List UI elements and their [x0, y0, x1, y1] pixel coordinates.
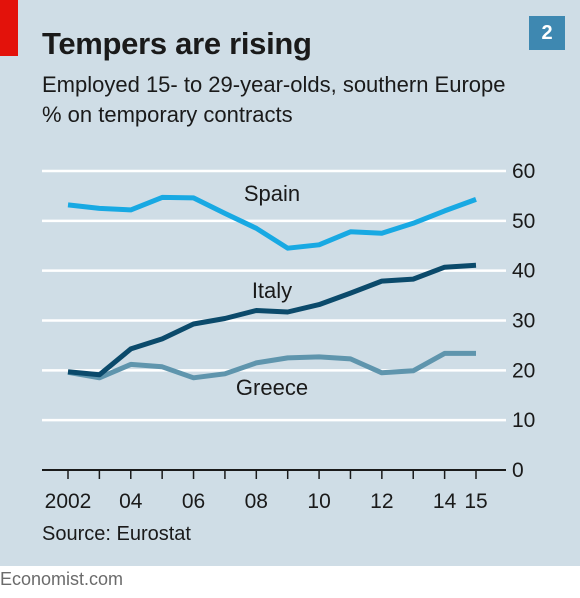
x-tick-label-08: 08	[245, 490, 268, 513]
x-tick-label-06: 06	[182, 490, 205, 513]
x-tick-label-04: 04	[119, 490, 143, 513]
y-tick-label-60: 60	[512, 160, 535, 183]
chart-panel	[0, 0, 580, 566]
series-label-spain: Spain	[244, 181, 300, 206]
series-line-greece	[67, 350, 476, 381]
series-label-italy: Italy	[252, 278, 292, 303]
subtitle-line-2: % on temporary contracts	[42, 102, 293, 127]
y-tick-label-10: 10	[512, 409, 535, 432]
series-line-spain	[67, 194, 477, 251]
chart-number-badge: 2	[529, 16, 565, 50]
y-tick-label-30: 30	[512, 310, 535, 333]
brand-red-tag	[0, 0, 18, 56]
x-tick-label-10: 10	[307, 490, 330, 513]
publisher-credit: Economist.com	[0, 569, 124, 589]
x-tick-labels: 2002 04 06 08 10 12 14 15	[45, 490, 488, 513]
x-tick-label-12: 12	[370, 490, 393, 513]
x-tick-label-14: 14	[433, 490, 457, 513]
source-note: Source: Eurostat	[42, 523, 191, 545]
series-label-greece: Greece	[236, 375, 308, 400]
y-tick-label-0: 0	[512, 459, 524, 482]
subtitle-line-1: Employed 15- to 29-year-olds, southern E…	[42, 72, 506, 97]
chart-title: Tempers are rising	[42, 26, 312, 61]
y-tick-label-40: 40	[512, 260, 535, 283]
line-chart: 0 10 20 30 40 50 60 2002 04 06 08 10 12 14 15 Spain It…	[42, 160, 535, 513]
y-tick-label-50: 50	[512, 210, 535, 233]
series-line-italy	[67, 262, 477, 378]
chart-subtitle: Employed 15- to 29-year-olds, southern E…	[42, 70, 505, 130]
x-tick-label-15: 15	[464, 490, 487, 513]
y-tick-labels: 0 10 20 30 40 50 60	[512, 160, 535, 482]
series-labels: Spain Italy Greece	[236, 181, 308, 400]
x-axis	[42, 469, 506, 479]
x-tick-label-2002: 2002	[45, 490, 92, 513]
y-tick-label-20: 20	[512, 359, 535, 382]
series-lines	[67, 194, 477, 381]
